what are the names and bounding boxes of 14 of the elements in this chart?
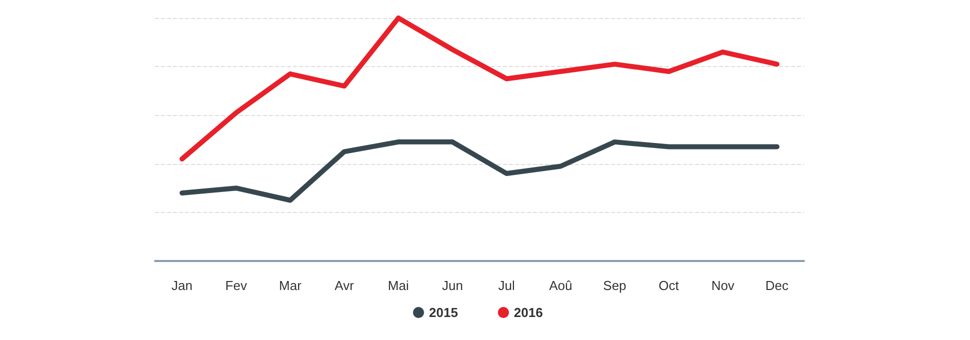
x-tick-label: Dec — [765, 278, 790, 293]
x-tick-label: Aoû — [549, 278, 572, 293]
x-tick-label: Jan — [172, 278, 193, 293]
x-tick-label: Jun — [442, 278, 463, 293]
x-tick-label: Avr — [334, 278, 355, 293]
x-tick-label: Fev — [225, 278, 248, 293]
legend-label: 2015 — [429, 305, 458, 320]
legend-label: 2016 — [514, 305, 543, 320]
x-tick-label: Nov — [711, 278, 735, 293]
x-tick-label: Mar — [279, 278, 302, 293]
x-tick-label: Mai — [388, 278, 409, 293]
x-tick-label: Oct — [658, 278, 680, 293]
x-tick-label: Jul — [498, 278, 515, 293]
x-tick-label: Sep — [603, 278, 626, 293]
